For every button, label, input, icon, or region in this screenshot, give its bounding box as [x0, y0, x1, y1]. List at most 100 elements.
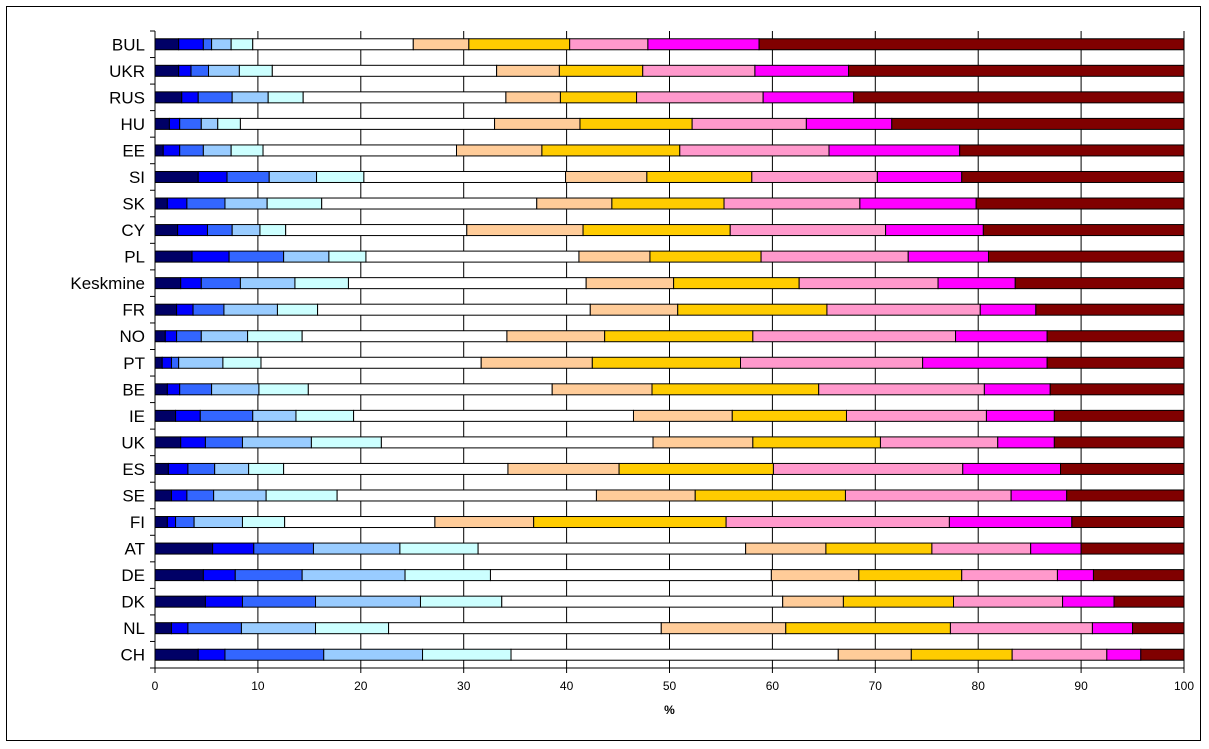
bar-segment: [506, 330, 606, 343]
category-label: BUL: [112, 35, 145, 54]
bar-segment: [154, 409, 177, 422]
bar-segment: [837, 648, 912, 661]
bar-segment: [399, 542, 479, 555]
bar-segment: [975, 197, 1185, 210]
bar-segment: [652, 436, 754, 449]
bar-segment: [879, 436, 999, 449]
bar-segment: [825, 542, 933, 555]
bar-segment: [1010, 489, 1068, 502]
bar-segment: [770, 569, 860, 582]
bar-segment: [953, 595, 1064, 608]
bar-segment: [1046, 330, 1185, 343]
bar-segment: [997, 436, 1055, 449]
bar-segment: [805, 117, 893, 130]
x-axis-title: %: [664, 703, 675, 717]
bar-segment: [175, 516, 195, 529]
bar-segment: [752, 436, 881, 449]
bar-segment: [238, 64, 273, 77]
category-label: NO: [120, 327, 146, 346]
bar-segment: [178, 356, 224, 369]
bar-segment: [959, 144, 1185, 157]
bar-segment: [723, 197, 861, 210]
bar-segment: [363, 170, 567, 183]
bar-segment: [178, 64, 192, 77]
category-label: SE: [122, 486, 145, 505]
bar-segment: [170, 489, 188, 502]
bar-segment: [961, 569, 1058, 582]
category-label: DE: [121, 566, 145, 585]
bar-segment: [214, 462, 250, 475]
bar-segment: [859, 197, 977, 210]
bar-segment: [388, 622, 662, 635]
bar-segment: [785, 622, 951, 635]
bar-segment: [1053, 436, 1185, 449]
x-tick-label: 80: [972, 679, 986, 693]
category-labels: BUL UKR RUS HU EE SI SK CY PL Keskmine FR NO PT BE IE U…: [70, 35, 145, 664]
bar-segment: [937, 277, 1016, 290]
bar-segment: [762, 91, 855, 104]
bar-segment: [241, 516, 286, 529]
x-tick-label: 60: [766, 679, 780, 693]
bar-segment: [154, 144, 164, 157]
bar-segment: [1053, 409, 1185, 422]
bar-segment: [321, 197, 538, 210]
bar-segment: [1049, 383, 1185, 396]
bar-segment: [154, 622, 172, 635]
bar-segment: [551, 383, 653, 396]
bar-segment: [636, 91, 764, 104]
bar-segment: [154, 462, 169, 475]
category-label: PT: [123, 354, 145, 373]
bar-segment: [565, 170, 648, 183]
bar-segment: [541, 144, 681, 157]
bar-segment: [226, 170, 270, 183]
category-label: AT: [125, 540, 145, 559]
bar-segment: [222, 356, 262, 369]
x-tick-label: 30: [457, 679, 471, 693]
bar-segment: [679, 144, 830, 157]
bar-segment: [285, 224, 468, 237]
bar-segment: [559, 91, 638, 104]
bar-segment: [267, 91, 304, 104]
bar-segment: [307, 383, 553, 396]
bar-segment: [510, 648, 839, 661]
bar-segment: [162, 144, 181, 157]
bar-segment: [632, 409, 733, 422]
bar-segment: [422, 648, 512, 661]
bar-segment: [955, 330, 1048, 343]
bar-segment: [181, 91, 199, 104]
bar-segment: [752, 330, 957, 343]
bar-segment: [579, 117, 693, 130]
bar-segment: [154, 224, 179, 237]
bar-segment: [154, 250, 193, 263]
bar-segment: [1113, 595, 1185, 608]
bar-segment: [589, 303, 679, 316]
bar-segment: [154, 197, 168, 210]
bar-segment: [611, 197, 725, 210]
category-label: ES: [122, 460, 145, 479]
x-tick-label: 90: [1074, 679, 1088, 693]
bar-segment: [317, 303, 591, 316]
bar-segment: [922, 356, 1048, 369]
x-tick-label: 10: [251, 679, 265, 693]
bar-segment: [204, 436, 243, 449]
bar-segment: [985, 409, 1055, 422]
bar-segment: [347, 277, 587, 290]
bar-segment: [507, 462, 620, 475]
bar-segment: [740, 356, 924, 369]
bar-segment: [190, 64, 210, 77]
bar-segment: [260, 356, 482, 369]
bar-segment: [646, 170, 753, 183]
bar-segment: [234, 569, 303, 582]
bar-segment: [164, 330, 178, 343]
bar-segment: [202, 144, 232, 157]
bar-segment: [154, 170, 199, 183]
bar-segment: [845, 409, 987, 422]
bar-segment: [200, 117, 219, 130]
bar-segment: [154, 383, 168, 396]
bar-segment: [494, 117, 581, 130]
x-tick-label: 0: [152, 679, 159, 693]
bar-segment: [197, 91, 233, 104]
bar-segment: [199, 409, 254, 422]
bar-segment: [271, 64, 498, 77]
bar-segment: [154, 303, 178, 316]
